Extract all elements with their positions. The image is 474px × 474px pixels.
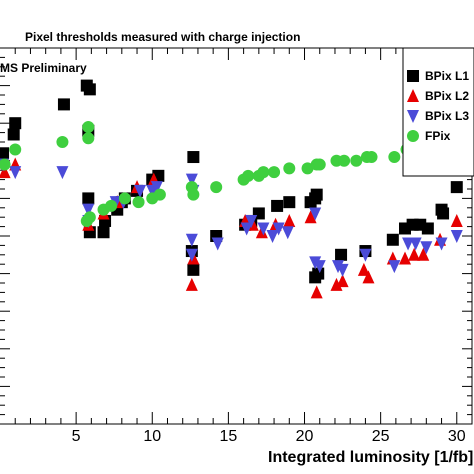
point-bpix-l3 bbox=[402, 237, 415, 251]
point-bpix-l3 bbox=[309, 207, 322, 221]
point-fpix bbox=[388, 151, 401, 164]
legend-marker-bpix-l1 bbox=[407, 70, 419, 82]
point-bpix-l1 bbox=[309, 271, 322, 284]
point-bpix-l3 bbox=[56, 166, 69, 180]
point-bpix-l2 bbox=[330, 277, 343, 291]
data-markers bbox=[0, 79, 463, 299]
chart-title: Pixel thresholds measured with charge in… bbox=[25, 30, 300, 44]
legend-label-bpix-l3: BPix L3 bbox=[425, 109, 469, 123]
legend-marker-fpix bbox=[407, 130, 419, 142]
point-bpix-l3 bbox=[359, 248, 372, 262]
point-bpix-l2 bbox=[283, 213, 296, 227]
point-fpix bbox=[242, 169, 255, 182]
x-tick-label: 30 bbox=[448, 428, 466, 445]
point-bpix-l2 bbox=[408, 247, 421, 261]
point-bpix-l2 bbox=[357, 262, 370, 276]
point-fpix bbox=[132, 196, 145, 209]
legend-label-bpix-l1: BPix L1 bbox=[425, 69, 469, 83]
point-fpix bbox=[9, 143, 22, 156]
point-bpix-l2 bbox=[0, 165, 11, 179]
point-bpix-l3 bbox=[257, 222, 270, 236]
point-bpix-l1 bbox=[187, 263, 200, 276]
x-axis-ticks: 5 10 15 20 25 30 bbox=[14, 48, 473, 445]
point-bpix-l3 bbox=[435, 237, 448, 251]
point-bpix-l2 bbox=[450, 213, 463, 227]
point-fpix bbox=[338, 154, 351, 167]
point-bpix-l1 bbox=[97, 226, 110, 239]
point-fpix bbox=[313, 158, 326, 171]
point-bpix-l3 bbox=[409, 237, 422, 251]
x-tick-label: 25 bbox=[372, 428, 390, 445]
point-fpix bbox=[187, 188, 200, 201]
point-bpix-l3 bbox=[82, 203, 95, 217]
point-fpix bbox=[283, 162, 296, 175]
point-bpix-l1 bbox=[271, 199, 284, 212]
point-fpix bbox=[350, 154, 363, 167]
point-bpix-l1 bbox=[450, 181, 463, 194]
point-bpix-l3 bbox=[185, 233, 198, 247]
legend-label-fpix: FPix bbox=[425, 129, 451, 143]
point-bpix-l3 bbox=[313, 260, 326, 274]
point-bpix-l1 bbox=[310, 188, 323, 201]
point-bpix-l1 bbox=[82, 192, 95, 205]
point-bpix-l3 bbox=[266, 230, 279, 243]
point-bpix-l3 bbox=[211, 237, 224, 251]
point-bpix-l1 bbox=[421, 222, 434, 235]
x-tick-label: 20 bbox=[296, 428, 314, 445]
point-bpix-l1 bbox=[0, 147, 10, 160]
x-tick-label: 5 bbox=[72, 428, 81, 445]
point-bpix-l3 bbox=[240, 222, 253, 236]
point-bpix-l3 bbox=[450, 230, 463, 243]
point-bpix-l3 bbox=[281, 226, 294, 240]
x-tick-label: 10 bbox=[143, 428, 161, 445]
legend-marker-bpix-l2 bbox=[407, 89, 419, 102]
preliminary-label: MS Preliminary bbox=[0, 61, 87, 75]
point-bpix-l2 bbox=[362, 270, 375, 284]
point-bpix-l1 bbox=[83, 83, 96, 96]
point-bpix-l2 bbox=[185, 277, 198, 291]
point-bpix-l2 bbox=[304, 210, 317, 224]
point-fpix bbox=[268, 166, 281, 179]
point-fpix bbox=[83, 211, 96, 224]
point-bpix-l1 bbox=[187, 151, 200, 164]
point-bpix-l3 bbox=[420, 241, 433, 255]
point-bpix-l1 bbox=[9, 117, 22, 130]
point-fpix bbox=[0, 158, 11, 171]
point-bpix-l1 bbox=[386, 233, 399, 246]
legend-marker-bpix-l3 bbox=[407, 110, 419, 123]
point-bpix-l3 bbox=[185, 173, 198, 187]
point-bpix-l1 bbox=[7, 128, 20, 141]
point-bpix-l1 bbox=[335, 248, 348, 261]
point-bpix-l3 bbox=[185, 248, 198, 262]
point-fpix bbox=[82, 132, 95, 145]
point-fpix bbox=[82, 120, 95, 133]
point-bpix-l3 bbox=[134, 184, 147, 198]
x-tick-label: 15 bbox=[219, 428, 237, 445]
point-bpix-l3 bbox=[150, 181, 163, 195]
point-fpix bbox=[118, 192, 131, 205]
point-bpix-l2 bbox=[336, 274, 349, 288]
legend: BPix L1 BPix L2 BPix L3 FPix bbox=[402, 47, 474, 177]
point-fpix bbox=[105, 199, 118, 212]
point-bpix-l3 bbox=[9, 166, 22, 180]
point-bpix-l1 bbox=[437, 207, 450, 220]
point-bpix-l3 bbox=[245, 214, 258, 228]
point-fpix bbox=[365, 151, 378, 164]
point-bpix-l3 bbox=[388, 260, 401, 274]
point-fpix bbox=[257, 166, 270, 179]
point-bpix-l2 bbox=[310, 285, 323, 299]
legend-label-bpix-l2: BPix L2 bbox=[425, 89, 469, 103]
point-bpix-l1 bbox=[57, 98, 70, 111]
point-bpix-l2 bbox=[399, 251, 412, 265]
point-bpix-l3 bbox=[336, 263, 349, 277]
point-bpix-l1 bbox=[283, 196, 296, 209]
point-bpix-l2 bbox=[417, 247, 430, 261]
point-fpix bbox=[210, 181, 223, 194]
x-axis-title: Integrated luminosity [1/fb] bbox=[268, 449, 473, 466]
point-bpix-l3 bbox=[272, 222, 285, 236]
point-fpix bbox=[56, 136, 69, 148]
point-fpix bbox=[301, 162, 314, 175]
point-fpix bbox=[153, 188, 166, 201]
